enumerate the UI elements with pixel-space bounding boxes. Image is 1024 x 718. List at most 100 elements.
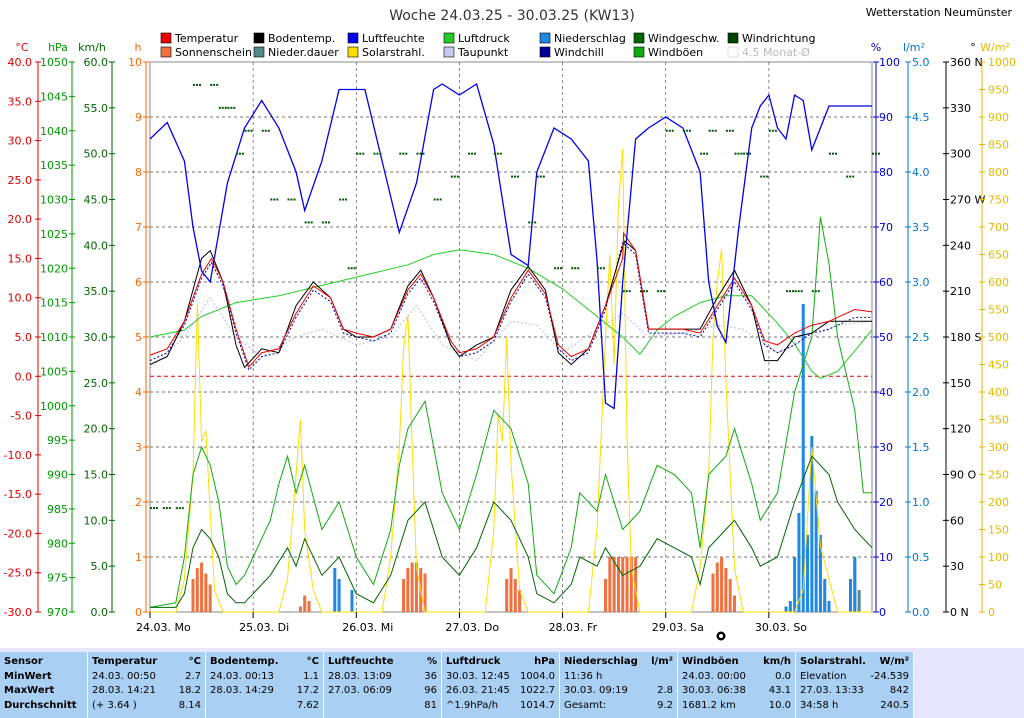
wind-direction-dot [347,267,350,270]
stats-row-max: MaxWert [4,685,55,696]
wind-direction-dot [321,221,324,224]
wind-direction-dot [267,129,270,132]
wind-direction-dot [622,290,625,293]
tick-label-rain: 1.0 [912,496,930,509]
sun-symbol-icon [716,631,726,641]
wind-direction-dot [703,152,706,155]
legend-label: Sonnenschein [175,46,252,59]
wind-direction-dot [657,290,660,293]
wind-direction-dot [829,152,832,155]
stat-header: Temperatur [92,656,158,667]
tick-label-direction: 120 [950,423,971,436]
rain-bar [784,606,788,612]
wind-direction-dot [789,290,792,293]
wind-direction-dot [749,152,752,155]
tick-label-direction: 330 [950,102,971,115]
stat-unit: % [426,656,437,667]
tick-label-direction: 300 [950,148,971,161]
stat-value: 96 [424,685,437,696]
tick-label-wind: 40.0 [84,239,109,252]
tick-label-wind: 10.0 [84,514,109,527]
wind-direction-dot [310,221,313,224]
wind-direction-dot [743,152,746,155]
wind-direction-dot [835,152,838,155]
wind-direction-dot [399,152,402,155]
wind-direction-dot [453,175,456,178]
legend-swatch [347,32,359,44]
series-lines [149,82,873,613]
stat-header: Luftfeuchte [328,656,394,667]
stat-value: 8.14 [178,699,201,711]
day-label: 28.03. Fr [549,621,598,634]
tick-label-pressure: 990 [47,469,68,482]
tick-label-direction: 150 [950,377,971,390]
wind-direction-dot [264,129,267,132]
day-labels: 24.03. Mo 25.03. Di 26.03. Mi 27.03. Do 28.0… [136,612,807,634]
wind-direction-dot [577,267,580,270]
tick-label-wind: 0.0 [91,606,109,619]
tick-label-wind: 35.0 [84,285,109,298]
stat-value: 1022.7 [520,685,555,696]
stats-sensor: Sensor MinWert MaxWert Durchschnitt [0,652,88,718]
legend-swatch [443,46,455,58]
tick-label-temperature: -30.0 [4,606,32,619]
tick-label-pressure: 1005 [40,365,68,378]
rain-bar [337,579,341,612]
wind-direction-dot [439,198,442,201]
sunshine-bar [406,568,410,612]
wind-direction-dot [700,152,703,155]
tick-label-wind: 15.0 [84,469,109,482]
stat-header: Luftdruck [446,656,501,667]
wind-direction-dot [792,290,795,293]
statistics-panel: Sensor MinWert MaxWert Durchschnitt Temp… [0,648,1024,718]
stat-time: Elevation [800,670,847,682]
wind-direction-dot [293,198,296,201]
stat-header: Windböen [682,656,739,667]
wind-direction-dot [553,267,556,270]
wind-direction-dot [728,129,731,132]
sunshine-bar [513,579,517,612]
tick-label-solar: 800 [988,166,1009,179]
wind-direction-dot [178,507,181,510]
stats-soil: Bodentemp. °C 24.03. 00:13 1.1 28.03. 14:2… [206,652,324,718]
tick-label-rain: 3.0 [912,276,930,289]
tick-label-solar: 0 [988,606,995,619]
wind-direction-dot [511,175,513,178]
wind-direction-dot [450,175,453,178]
stat-time: 26.03. 21:45 [446,685,510,696]
wind-direction-dot [774,129,777,132]
stat-unit: km/h [763,656,791,667]
wind-direction-dot [688,129,691,132]
legend-label: 4.5 Monat-Ø [742,46,810,59]
wind-direction-dot [528,221,531,224]
tick-label-temperature: 30.0 [8,135,33,148]
legend-label: Solarstrahl. [362,46,425,59]
wind-direction-dot [150,507,152,510]
legend-label: Nieder.dauer [268,46,339,59]
wind-direction-dot [872,152,874,155]
wind-direction-dot [324,221,327,224]
wind-direction-dot [342,198,345,201]
stat-unit: hPa [534,656,555,667]
stat-time: 1681.2 km [682,699,736,711]
wind-direction-dot [817,290,820,293]
tick-label-wind: 30.0 [84,331,109,344]
series-line-temperatur [149,231,873,368]
tick-label-sunshine: 7 [135,221,142,234]
wind-direction-dot [596,267,599,270]
tick-label-temperature: -25.0 [4,567,32,580]
tick-label-pressure: 1040 [40,125,68,138]
wind-direction-dot [436,198,439,201]
tick-label-direction: 90 O [950,469,976,482]
sunshine-bar [715,562,719,612]
tick-label-pressure: 1000 [40,400,68,413]
legend-label: Windrichtung [742,32,815,45]
tick-label-sunshine: 2 [135,496,142,509]
tick-label-solar: 950 [988,84,1009,97]
wind-direction-dot [422,152,425,155]
legend-swatch [633,32,645,44]
axis-label-rain: l/m² [903,41,925,54]
tick-label-humidity: 100 [879,56,900,69]
sunshine-bar [423,573,427,612]
stat-value: 1004.0 [520,670,555,682]
